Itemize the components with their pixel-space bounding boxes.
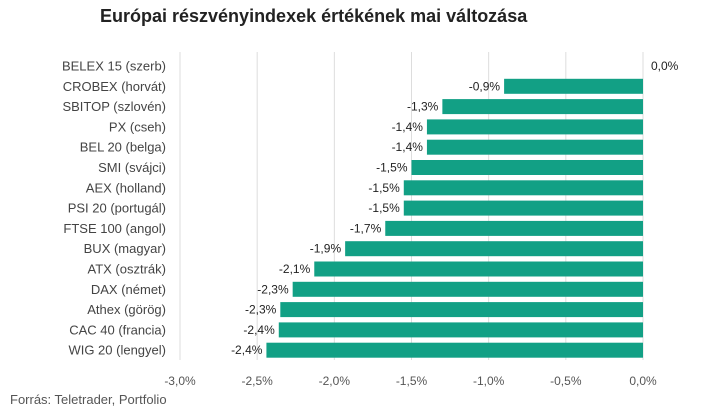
category-label: CAC 40 (francia) (69, 322, 166, 337)
category-label: PX (cseh) (109, 119, 166, 134)
category-label: SMI (svájci) (98, 160, 166, 175)
value-label: -1,5% (376, 161, 408, 175)
value-label: -1,3% (407, 100, 439, 114)
value-label: -1,7% (350, 221, 382, 235)
bars (266, 58, 644, 358)
category-label: PSI 20 (portugál) (68, 201, 166, 216)
bar (314, 261, 643, 277)
value-label: -1,9% (310, 242, 342, 256)
category-label: AEX (holland) (86, 180, 166, 195)
bar (403, 180, 643, 196)
category-label: CROBEX (horvát) (63, 79, 166, 94)
value-labels: 0,0% -0,9% -1,3% -1,4% -1,4% -1,5% -1,5% -1,5% -… (231, 59, 679, 357)
category-label: FTSE 100 (angol) (63, 221, 166, 236)
x-tick-label: -1,0% (473, 374, 505, 388)
category-label: DAX (német) (91, 282, 166, 297)
value-label: -2,3% (257, 282, 289, 296)
category-label: Athex (görög) (87, 302, 166, 317)
bar (266, 342, 643, 358)
value-label: -1,5% (368, 181, 400, 195)
x-tick-label: -2,5% (241, 374, 273, 388)
value-label: -0,9% (469, 79, 501, 93)
bar (411, 160, 643, 175)
category-label: BELEX 15 (szerb) (62, 59, 166, 74)
chart-title: Európai részvényindexek értékének mai vá… (100, 6, 528, 26)
x-tick-label: 0,0% (629, 374, 657, 388)
value-label: -2,4% (243, 323, 275, 337)
value-label: -1,4% (392, 140, 424, 154)
bar (403, 200, 643, 216)
category-label: SBITOP (szlovén) (62, 99, 166, 114)
category-label: BEL 20 (belga) (80, 140, 166, 155)
category-label: BUX (magyar) (84, 241, 166, 256)
x-tick-label: -3,0% (164, 374, 196, 388)
bar (345, 241, 643, 257)
x-tick-label: -2,0% (319, 374, 351, 388)
bar (504, 78, 643, 94)
category-label: WIG 20 (lengyel) (68, 343, 166, 358)
category-labels: BELEX 15 (szerb) CROBEX (horvát) SBITOP (s… (62, 59, 166, 358)
x-tick-label: -1,5% (396, 374, 428, 388)
value-label: 0,0% (651, 59, 679, 73)
value-label: -1,5% (368, 201, 400, 215)
bar (426, 119, 643, 135)
value-label: -2,1% (279, 262, 311, 276)
bar (292, 281, 643, 297)
source-note: Forrás: Teletrader, Portfolio (10, 392, 167, 407)
value-label: -2,3% (245, 303, 277, 317)
bar (426, 139, 643, 155)
category-label: ATX (osztrák) (88, 262, 167, 277)
x-tick-label: -0,5% (550, 374, 582, 388)
bar (385, 220, 643, 236)
bar (280, 302, 643, 318)
bar (442, 99, 643, 115)
value-label: -1,4% (392, 120, 424, 134)
x-axis-ticks: -3,0% -2,5% -2,0% -1,5% -1,0% -0,5% 0,0% (164, 374, 657, 388)
bar-chart: BELEX 15 (szerb) CROBEX (horvát) SBITOP (s… (62, 52, 679, 388)
bar (278, 322, 643, 338)
value-label: -2,4% (231, 343, 263, 357)
